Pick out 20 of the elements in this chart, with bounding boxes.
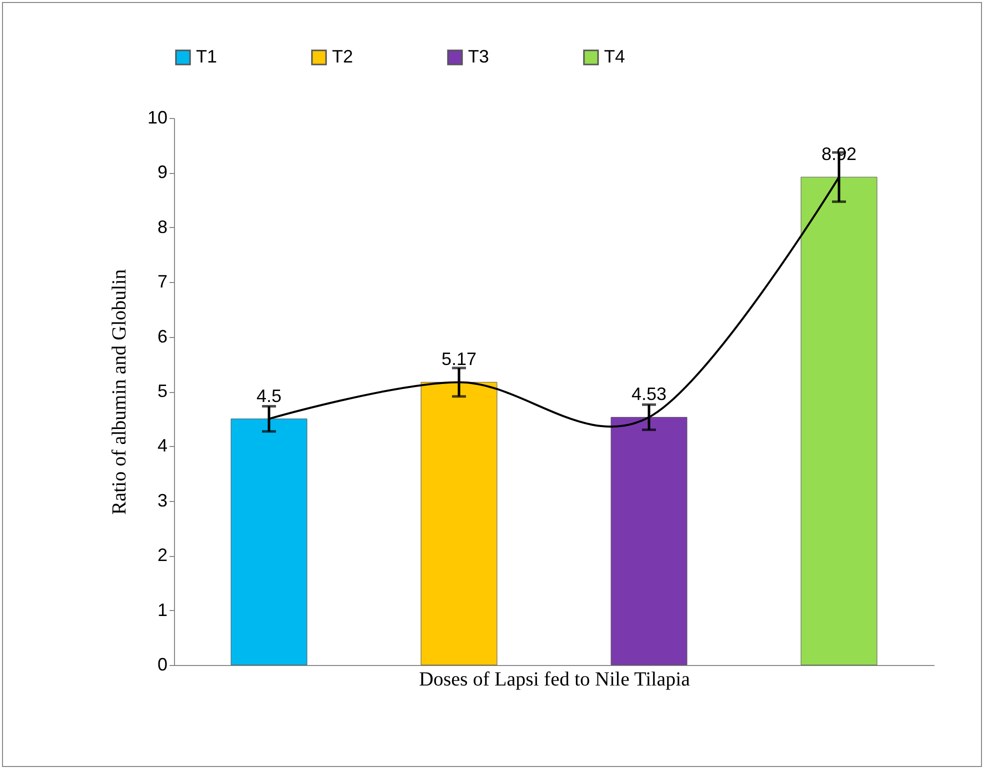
legend-label: T4	[604, 46, 626, 66]
legend-label: T3	[468, 46, 490, 66]
y-tick-label: 3	[157, 490, 168, 510]
data-label: 5.17	[441, 349, 477, 370]
y-tick-label: 2	[157, 545, 168, 566]
legend-label: T1	[196, 46, 218, 66]
y-tick-label: 10	[147, 108, 168, 128]
y-tick-label: 6	[157, 326, 168, 346]
y-tick-label: 4	[157, 436, 168, 456]
legend-label: T2	[332, 46, 354, 66]
data-label: 4.53	[631, 384, 667, 404]
y-tick-label: 7	[157, 272, 168, 292]
y-tick-label: 9	[157, 162, 168, 182]
data-label: 4.5	[256, 386, 282, 406]
y-tick-label: 5	[157, 381, 168, 401]
y-tick-label: 1	[157, 600, 168, 620]
x-axis-title: Doses of Lapsi fed to Nile Tilapia	[418, 668, 690, 690]
y-tick-label: 8	[157, 216, 168, 237]
y-axis-title: Ratio of albumin and Globulin	[108, 269, 130, 515]
y-tick-label: 0	[157, 654, 168, 674]
